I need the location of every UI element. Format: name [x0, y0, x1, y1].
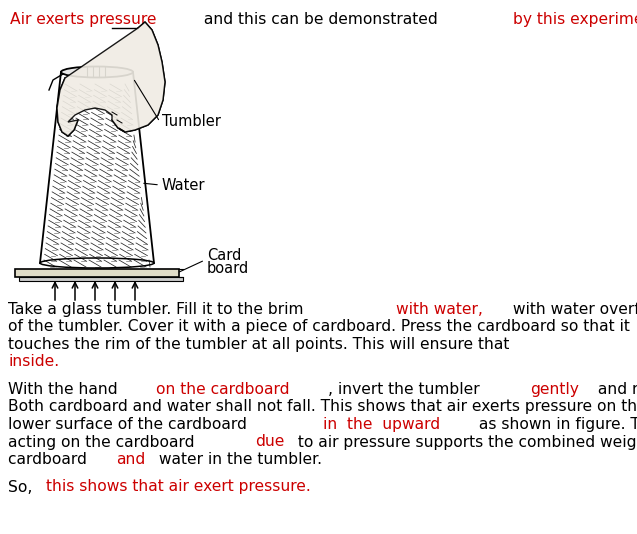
Text: Water: Water — [162, 177, 206, 192]
Text: So,: So, — [8, 480, 37, 494]
Text: this shows that air exert pressure.: this shows that air exert pressure. — [46, 480, 310, 494]
Text: Take a glass tumbler. Fill it to the brim: Take a glass tumbler. Fill it to the bri… — [8, 302, 308, 317]
Text: With the hand: With the hand — [8, 382, 122, 397]
Text: cardboard: cardboard — [8, 452, 92, 467]
Text: with water overflowing the rim: with water overflowing the rim — [508, 302, 637, 317]
Text: board: board — [207, 261, 249, 276]
Text: with water,: with water, — [396, 302, 482, 317]
Text: acting on the cardboard: acting on the cardboard — [8, 435, 199, 450]
Text: Air exerts pressure: Air exerts pressure — [10, 12, 157, 27]
Polygon shape — [40, 72, 154, 263]
Text: and: and — [116, 452, 145, 467]
Text: of the tumbler. Cover it with a piece of cardboard. Press the cardboard so that : of the tumbler. Cover it with a piece of… — [8, 319, 630, 334]
Text: inside.: inside. — [8, 355, 59, 370]
Text: Tumbler: Tumbler — [162, 114, 221, 130]
Ellipse shape — [61, 67, 133, 77]
Text: gently: gently — [530, 382, 579, 397]
Polygon shape — [15, 269, 179, 277]
Polygon shape — [57, 22, 165, 136]
Text: due: due — [255, 435, 284, 450]
Text: in  the  upward: in the upward — [322, 417, 440, 432]
Text: lower surface of the cardboard: lower surface of the cardboard — [8, 417, 252, 432]
Text: Card: Card — [207, 248, 241, 263]
Text: water in the tumbler.: water in the tumbler. — [154, 452, 322, 467]
Text: as shown in figure. The upward thrust: as shown in figure. The upward thrust — [474, 417, 637, 432]
Text: , invert the tumbler: , invert the tumbler — [328, 382, 485, 397]
Text: Both cardboard and water shall not fall. This shows that air exerts pressure on : Both cardboard and water shall not fall.… — [8, 399, 637, 414]
Text: by this experiment.: by this experiment. — [513, 12, 637, 27]
Text: touches the rim of the tumbler at all points. This will ensure that: touches the rim of the tumbler at all po… — [8, 337, 510, 352]
Ellipse shape — [40, 258, 154, 268]
Text: and remove the hand.: and remove the hand. — [593, 382, 637, 397]
Polygon shape — [19, 277, 183, 281]
Text: to air pressure supports the combined weight of: to air pressure supports the combined we… — [293, 435, 637, 450]
Text: and this can be demonstrated: and this can be demonstrated — [199, 12, 443, 27]
Text: on the cardboard: on the cardboard — [155, 382, 289, 397]
